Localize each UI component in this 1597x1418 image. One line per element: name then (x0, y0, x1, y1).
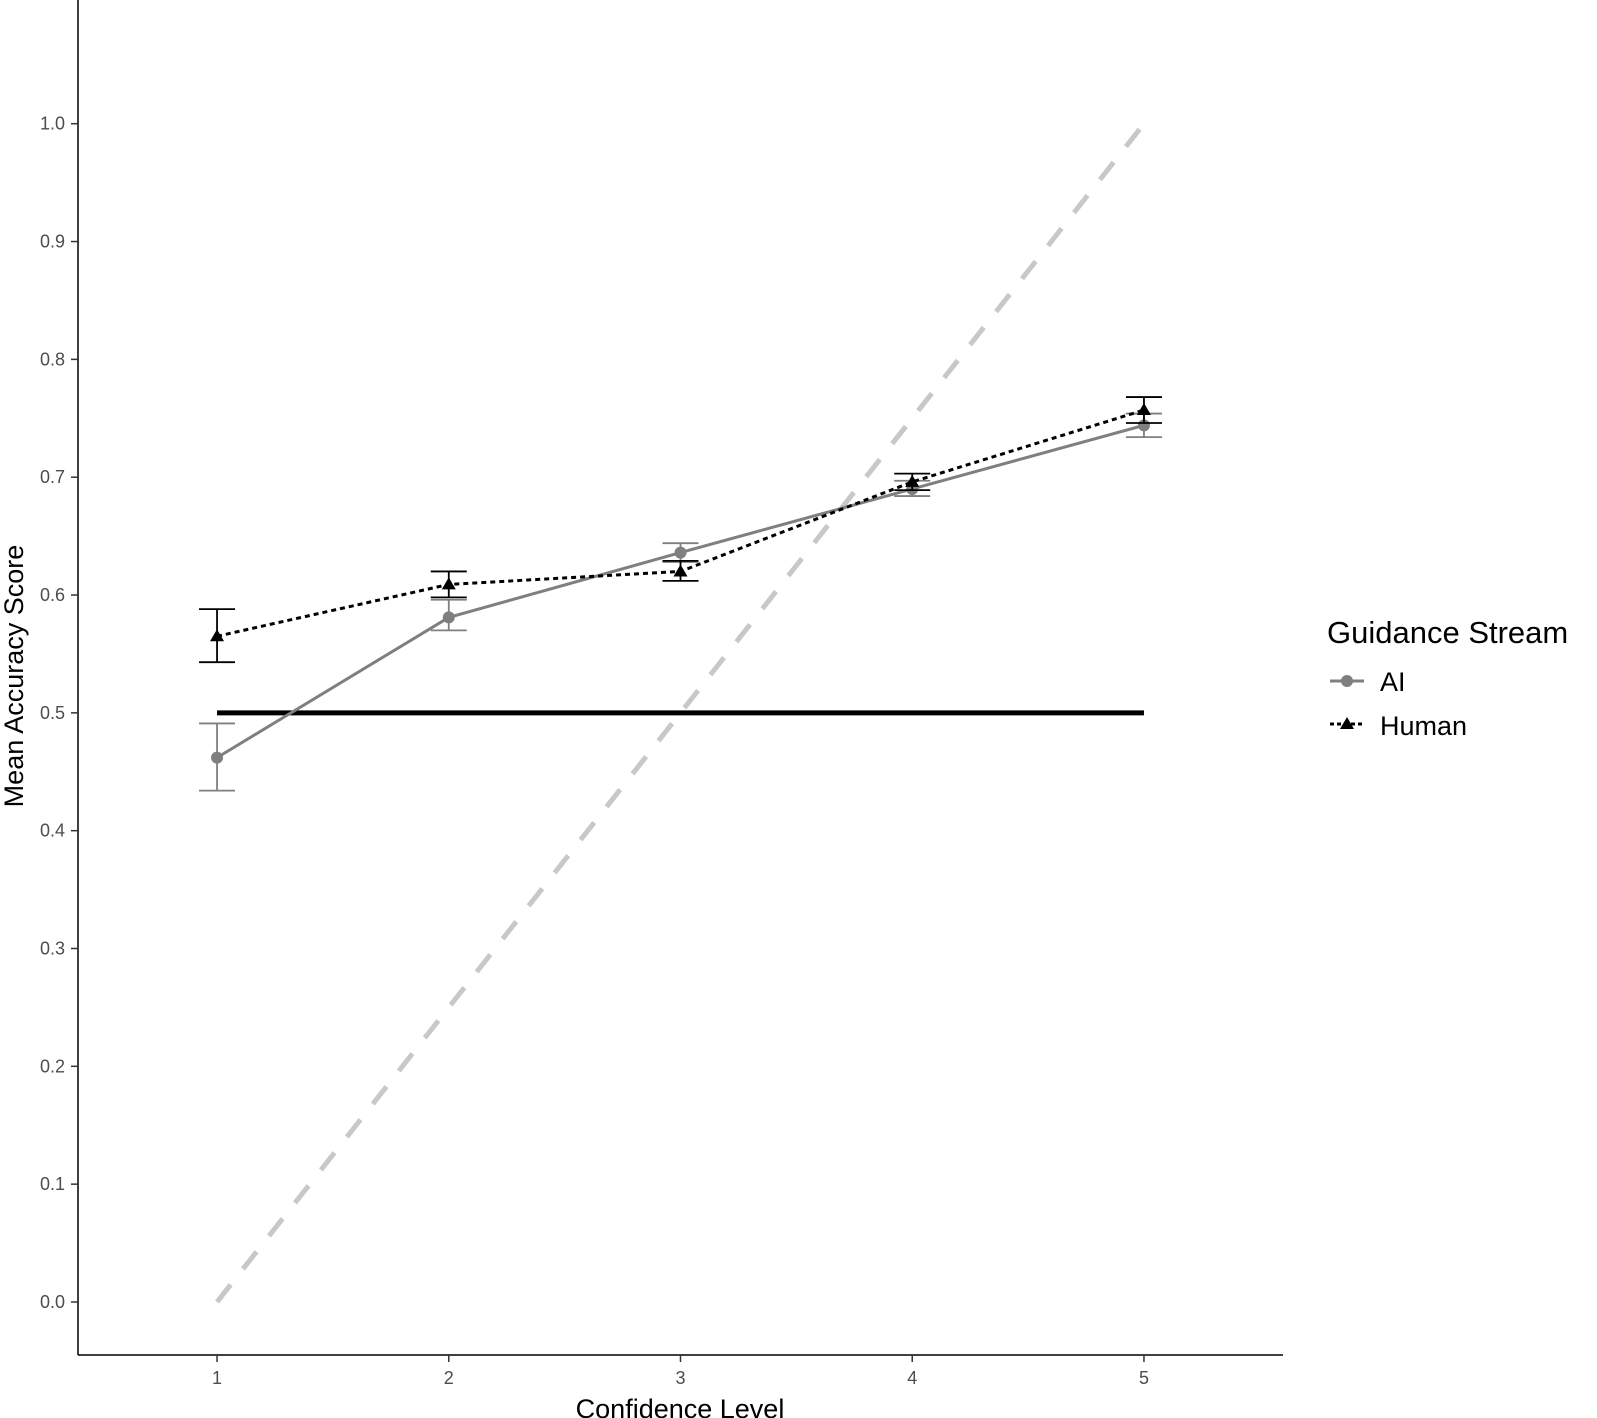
data-point-ai (211, 751, 224, 764)
x-tick-label: 5 (1139, 1368, 1149, 1388)
y-tick-label: 0.2 (40, 1056, 65, 1076)
series-human (199, 396, 1162, 664)
y-tick-label: 0.7 (40, 467, 65, 487)
axes (77, 0, 1283, 1356)
legend-ai-key-marker (1341, 675, 1353, 687)
legend-human-label: Human (1380, 711, 1467, 741)
y-tick-label: 0.9 (40, 232, 65, 252)
data-point-human (210, 629, 225, 642)
legend-ai-label: AI (1380, 667, 1406, 697)
y-tick-label: 0.3 (40, 939, 65, 959)
x-tick-label: 3 (675, 1368, 685, 1388)
data-point-human (1136, 403, 1151, 416)
y-tick-label: 0.6 (40, 585, 65, 605)
data-point-human (673, 564, 688, 577)
y-tick-label: 0.1 (40, 1174, 65, 1194)
ticks: 0.0 0.1 0.2 0.3 0.4 0.5 0.6 0.7 0.8 0.9 1.0 1 2 3 4 5 (40, 114, 1149, 1388)
y-tick-label: 0.5 (40, 703, 65, 723)
series-layer (199, 396, 1162, 792)
series-line-human (216, 408, 1145, 638)
legend-title: Guidance Stream (1327, 615, 1568, 650)
y-tick-label: 0.8 (40, 349, 65, 369)
x-tick-label: 1 (212, 1368, 222, 1388)
data-point-human (905, 474, 920, 487)
y-tick-label: 0.0 (40, 1292, 65, 1312)
x-tick-label: 4 (907, 1368, 917, 1388)
legend-human-key-marker (1340, 717, 1354, 729)
legend: Guidance Stream AI Human (1327, 615, 1568, 741)
y-axis-title: Mean Accuracy Score (0, 545, 29, 808)
y-tick-label: 1.0 (40, 114, 65, 134)
series-line-ai (216, 423, 1145, 759)
reference-lines (215, 122, 1146, 1304)
y-tick-label: 0.4 (40, 821, 65, 841)
data-point-human (441, 577, 456, 590)
data-point-ai (674, 546, 687, 559)
x-axis-title: Confidence Level (576, 1394, 785, 1418)
series-ai (199, 412, 1162, 792)
data-point-ai (442, 611, 455, 624)
x-tick-label: 2 (444, 1368, 454, 1388)
